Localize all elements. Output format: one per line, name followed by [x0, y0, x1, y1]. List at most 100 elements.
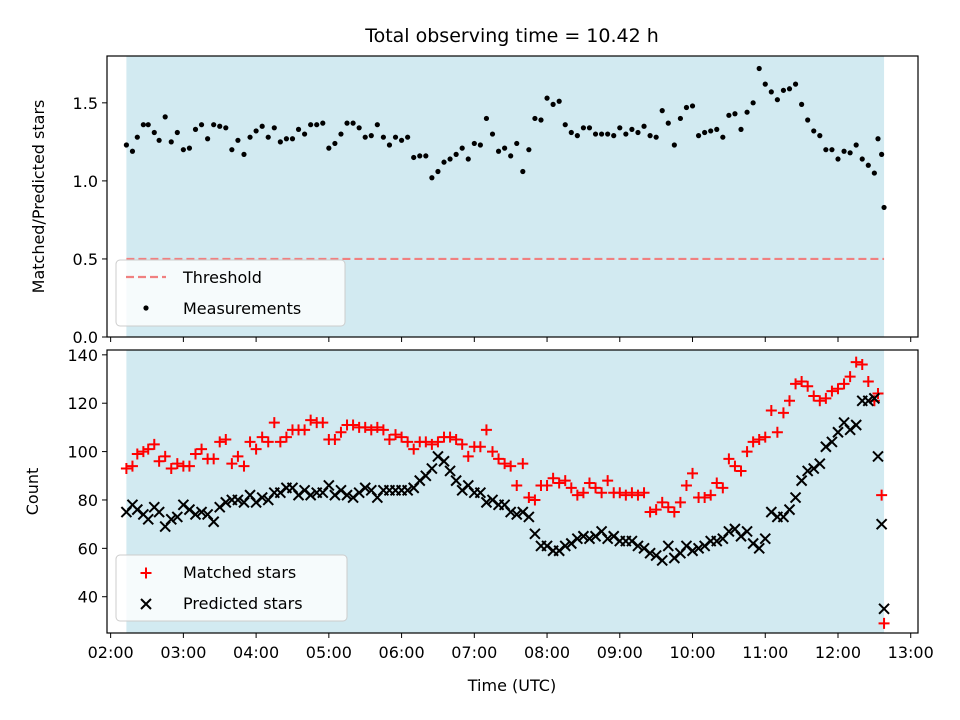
measurement-point: [134, 134, 140, 140]
predicted-stars-point: [795, 474, 808, 487]
measurement-point: [344, 120, 350, 126]
measurement-point: [865, 162, 871, 168]
predicted-stars-point: [571, 532, 584, 545]
measurement-point: [514, 140, 520, 147]
measurement-point: [129, 148, 136, 154]
x-axis-title: Time (UTC): [467, 676, 556, 695]
x-tick-label: 06:00: [379, 643, 425, 662]
y-tick-label: 0.0: [73, 328, 98, 347]
measurement-point: [186, 145, 193, 151]
measurement-point: [308, 122, 314, 128]
measurement-point: [829, 147, 835, 153]
measurement-point: [508, 153, 514, 159]
matched-stars-point: [189, 448, 201, 460]
matched-stars-point: [148, 438, 160, 450]
measurement-point: [586, 125, 593, 131]
predicted-stars-point: [523, 511, 535, 523]
measurement-point: [362, 134, 368, 140]
measurement-point: [423, 153, 429, 159]
measurement-point: [756, 65, 762, 72]
x-tick-label: 05:00: [306, 643, 352, 662]
predicted-stars-point: [875, 518, 888, 530]
matched-stars-point: [844, 371, 856, 383]
measurement-point: [471, 140, 477, 147]
measurement-point: [881, 204, 887, 211]
matched-stars-point: [644, 506, 656, 518]
matched-stars-point: [784, 395, 796, 407]
matched-stars-point: [602, 475, 614, 487]
measurement-point: [174, 129, 180, 136]
measurement-point: [386, 142, 393, 148]
matched-stars-point: [142, 443, 154, 455]
matched-stars-point: [511, 479, 523, 491]
measurement-point: [792, 81, 799, 87]
predicted-stars-point: [862, 395, 875, 407]
matched-stars-point: [402, 436, 414, 448]
predicted-stars-point: [801, 465, 814, 477]
matched-stars-point: [371, 421, 383, 433]
measurement-point: [720, 134, 726, 140]
measurement-point: [695, 133, 702, 139]
matched-stars-point: [220, 433, 232, 445]
matched-stars-point: [832, 383, 844, 395]
measurement-point: [768, 89, 774, 95]
matched-stars-point: [753, 433, 765, 445]
measurement-point: [671, 142, 677, 148]
measurement-point: [156, 137, 162, 143]
measurement-point: [145, 122, 151, 128]
measurement-point: [495, 148, 502, 154]
predicted-stars-point: [850, 419, 862, 431]
measurement-point: [580, 125, 587, 131]
measurement-point: [556, 98, 562, 104]
matched-stars-point: [662, 501, 674, 513]
matched-stars-point: [729, 460, 741, 472]
predicted-stars-point: [753, 542, 765, 555]
y-tick-label: 1.5: [73, 94, 98, 113]
y-tick-label: 80: [78, 491, 98, 510]
matched-stars-point: [486, 446, 498, 458]
matched-stars-point: [208, 453, 220, 465]
matched-stars-point: [590, 482, 602, 494]
measurement-point: [683, 104, 690, 111]
measurement-point: [823, 147, 829, 153]
matched-stars-point: [408, 443, 420, 455]
measurement-point: [805, 117, 811, 123]
predicted-stars-point: [878, 603, 890, 615]
matched-stars-point: [359, 421, 371, 433]
x-tick-label: 08:00: [524, 643, 570, 662]
predicted-stars-point: [759, 532, 771, 545]
measurement-point: [326, 145, 332, 151]
matched-stars-point: [717, 482, 729, 494]
measurement-point: [435, 168, 441, 175]
matched-stars-point: [747, 436, 759, 448]
bottom-axes-frame: [106, 349, 919, 634]
measurement-point: [417, 153, 423, 159]
matched-stars-point: [493, 453, 505, 465]
predicted-stars-point: [692, 542, 705, 555]
matched-stars-point: [365, 424, 377, 436]
predicted-stars-point: [529, 528, 541, 540]
measurement-point: [653, 134, 659, 140]
matched-stars-point: [620, 489, 632, 501]
measurement-point: [465, 156, 471, 162]
predicted-stars-point: [868, 392, 881, 405]
matched-stars-point: [687, 467, 699, 479]
matched-stars-point: [274, 436, 286, 448]
predicted-stars-point: [632, 540, 644, 552]
predicted-stars-point: [401, 484, 414, 496]
measurement-point: [441, 159, 447, 165]
matched-stars-point: [517, 458, 529, 470]
measurement-point: [611, 133, 617, 139]
measurement-point: [538, 117, 544, 123]
measurement-point: [629, 126, 635, 132]
matched-stars-point: [426, 438, 438, 450]
x-tick-label: 11:00: [742, 643, 788, 662]
predicted-stars-point: [872, 450, 884, 463]
matched-stars-point: [390, 429, 402, 441]
matched-stars-point: [262, 436, 274, 448]
measurement-point: [453, 151, 459, 157]
bottom-y-axis-title: Count: [23, 468, 42, 516]
predicted-stars-point: [783, 503, 796, 516]
matched-stars-point: [862, 375, 874, 387]
bottom-legend: Matched stars Predicted stars: [115, 554, 348, 622]
